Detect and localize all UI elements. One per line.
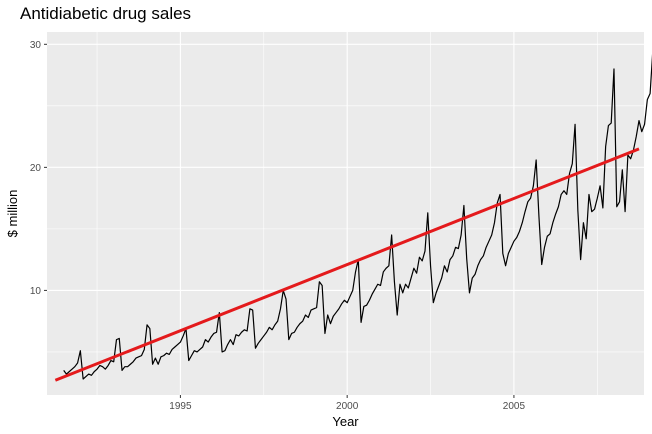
series-layer [54,53,652,382]
x-tick-label: 2005 [503,401,526,412]
y-tick-label: 10 [30,286,42,297]
grid-major [47,32,644,395]
y-tick-label: 30 [30,40,42,51]
x-axis-title: Year [332,414,359,429]
chart-title: Antidiabetic drug sales [20,4,192,23]
y-axis-title: $ million [5,190,20,238]
x-axis: 1995 2000 2005 [169,395,525,412]
x-tick-label: 2000 [336,401,359,412]
grid-minor [47,32,644,395]
x-tick-label: 1995 [169,401,192,412]
y-tick-label: 20 [30,163,42,174]
plot-panel [47,32,644,395]
trend-line [54,147,640,382]
y-axis: 10 20 30 [30,40,47,297]
sales-series-line [63,53,652,380]
